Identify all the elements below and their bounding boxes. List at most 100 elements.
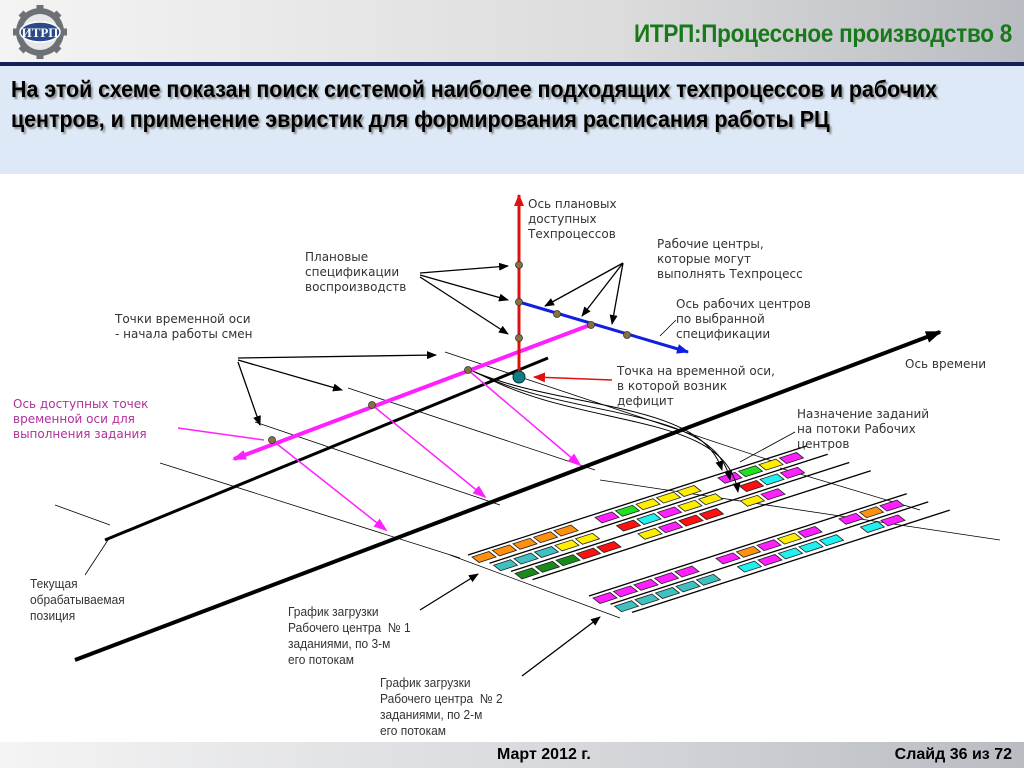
wc2-task-block [695,573,722,586]
subtitle-band: На этой схеме показан поиск системой наи… [0,66,1024,174]
time-axis-label: Ось времени [905,357,987,371]
wc1-task-block [758,458,784,471]
wc2-chart-label: График загрузки Рабочего центра № 2 зада… [380,675,503,738]
wc1-task-block [657,521,684,534]
wc1-task-block [637,527,663,540]
wc2-track-line [588,493,907,597]
wc1-task-block [615,519,642,532]
slide-number: Слайд 36 из 72 [894,746,1012,763]
current-position-line [104,356,549,542]
wc2-task-block [858,506,885,519]
slide-subtitle: На этой схеме показан поиск системой наи… [11,76,938,132]
wc1-task-block [614,504,641,517]
wc2-task-block [797,526,823,538]
wc2-task-block [879,499,905,512]
available-point-arrows [177,369,582,532]
wc1-task-block [676,485,702,497]
wc1-task-block [738,480,765,492]
wc1-task-block [739,494,766,507]
available-points-label: Ось доступных точек временной оси для вы… [13,397,149,441]
wc2-track-line [631,509,950,614]
wc1-task-block [779,466,806,479]
schedule-tracks [467,445,950,614]
tech-axis-label: Ось плановых доступных Техпроцессов [528,197,617,241]
wc1-task-block [514,567,540,580]
wc1-task-block [677,499,703,512]
wc2-task-block [653,572,680,585]
wc1-task-block [575,547,602,560]
wc1-task-block [533,546,560,558]
wc1-track-line [467,445,807,556]
wc1-task-block [678,514,704,527]
wc1-chart-label: График загрузки Рабочего центра № 1 зада… [288,604,411,667]
wc2-task-block [612,585,639,598]
wc2-task-block [633,578,659,591]
wc1-task-block [534,560,561,573]
wc2-task-block [654,587,681,599]
label-arrows [84,262,796,677]
wc1-track-line [489,453,828,564]
wc1-task-block [759,473,785,486]
wc1-task-block [737,465,764,478]
footer-date: Март 2012 г. [497,746,591,763]
wc1-task-block [554,539,580,552]
logo-text: ИТРП [22,25,59,40]
wc1-task-block [635,498,661,511]
deficit-arrow [533,372,613,383]
wc1-task-block [697,493,724,506]
assignment-curves [469,369,741,493]
wc1-task-block [778,452,805,464]
wc2-task-block [674,565,700,578]
wc2-task-block [777,547,804,560]
wc1-task-block [594,511,620,524]
wc1-task-block [492,559,519,572]
slide-footer: Март 2012 г. Слайд 36 из 72 [0,742,1024,768]
header-divider [0,62,1024,66]
work-center-axis [518,300,689,354]
wc1-task-block [655,491,682,504]
wc1-task-block [760,488,786,501]
work-centers-label: Рабочие центры, которые могут выполнять … [657,237,803,281]
wc2-task-block [613,600,640,613]
wc2-task-block [798,540,824,553]
wc1-task-block [553,524,579,537]
axis-points [268,261,631,444]
deficit-point-label: Точка на временной оси, в которой возник… [617,364,775,408]
wc1-task-block [636,513,662,525]
wc-axis-label: Ось рабочих центров по выбранной специфи… [676,297,811,341]
wc2-task-block [715,552,741,565]
shift-points-label: Точки временной оси - начала работы смен [115,312,253,341]
deficit-point [512,370,526,384]
wc1-task-block [491,544,518,557]
wc1-task-block [512,537,538,550]
wc2-task-block [880,514,906,527]
wc2-task-block [735,545,762,558]
wc2-task-block [756,539,782,552]
time-axis [74,330,942,662]
available-points-axis [232,323,591,461]
wc1-track-line [510,461,850,573]
wc1-track-line [532,470,871,581]
wc2-task-block [859,521,886,533]
wc2-task-block [757,554,783,566]
wc2-task-block [776,532,803,545]
wc2-task-block [736,560,763,573]
wc2-task-block [592,592,618,604]
wc1-task-block [513,552,539,565]
wc1-task-block [555,554,581,567]
wc1-task-block [471,551,497,563]
wc2-task-block [634,593,660,606]
wc1-task-block [532,531,559,544]
wc2-task-block [818,534,845,547]
itrp-logo: ИТРП [13,5,67,59]
page-title: ИТРП:Процессное производство 8 [634,20,1012,48]
wc2-track-line [610,501,929,605]
plan-specs-label: Плановые спецификации воспроизводств [305,250,407,294]
wc2-task-block [675,580,701,593]
wc1-task-block [656,506,683,519]
wc1-task-block [596,541,622,553]
wc2-task-block [838,512,864,525]
current-position-label: Текущая обрабатываемая позиция [30,576,125,623]
assignment-label: Назначение заданий на потоки Рабочих цен… [797,407,930,451]
